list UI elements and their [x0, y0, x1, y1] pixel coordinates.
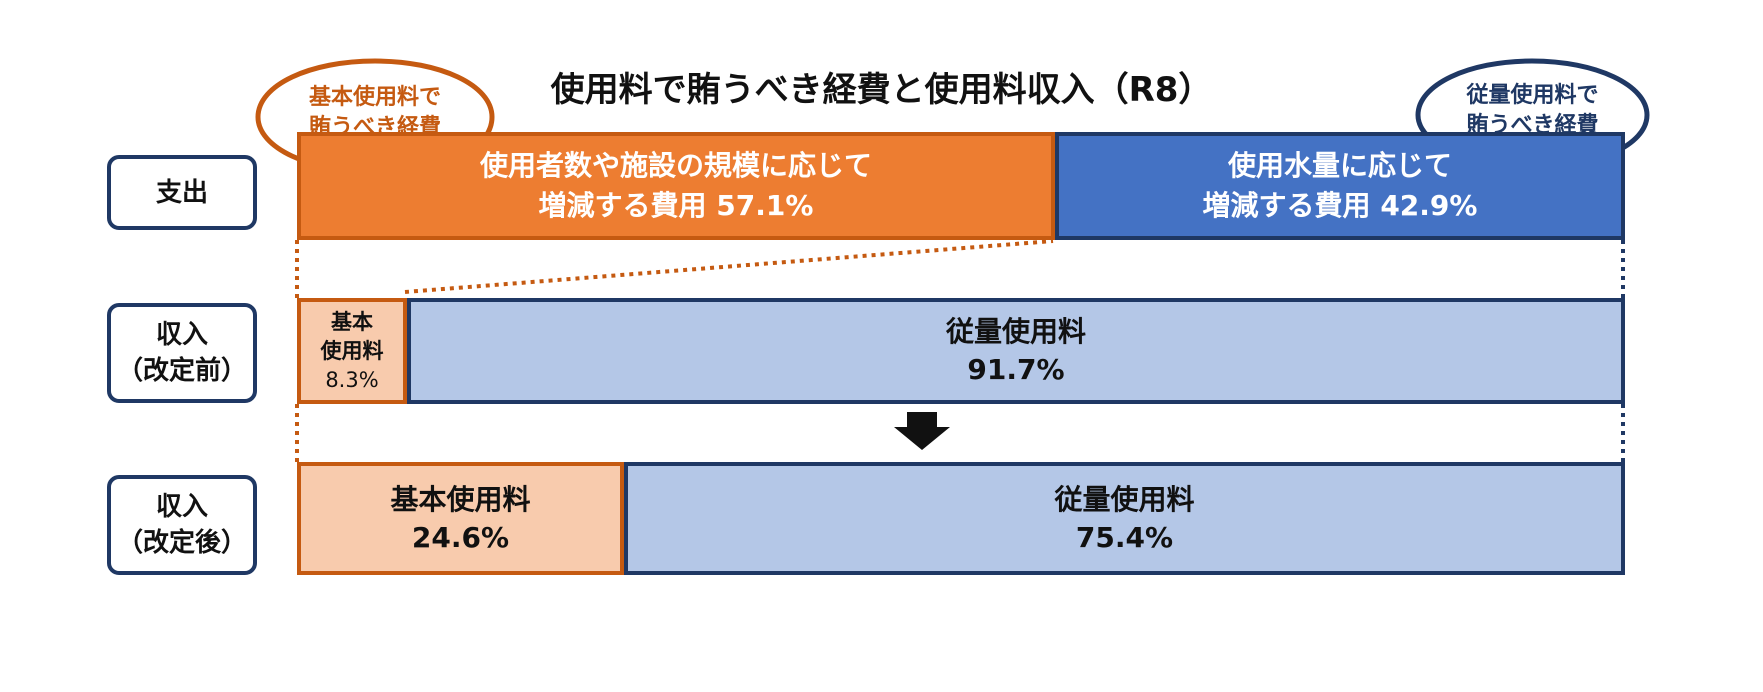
bar-expense-basic: 使用者数や施設の規模に応じて 増減する費用 57.1% — [297, 132, 1055, 240]
row-label-expense: 支出 — [107, 155, 257, 230]
bar-after-volume-label: 従量使用料 — [1054, 482, 1195, 516]
bar-after-basic: 基本使用料 24.6% — [297, 462, 624, 575]
bar-after-volume-value: 75.4% — [1075, 520, 1174, 554]
bar-expense-basic-label: 使用者数や施設の規模に応じて 増減する費用 — [479, 149, 872, 222]
bar-before-basic: 基本 使用料 8.3% — [297, 298, 407, 404]
bar-after-volume: 従量使用料 75.4% — [624, 462, 1625, 575]
bar-after-basic-label: 基本使用料 — [390, 482, 531, 516]
bar-after-basic-value: 24.6% — [411, 520, 510, 554]
row-label-revenue-before: 収入 （改定前） — [107, 303, 257, 403]
down-arrow-icon — [894, 412, 950, 450]
connector-diagonal — [404, 239, 1054, 294]
bar-expense-volume-label: 使用水量に応じて 増減する費用 — [1202, 149, 1452, 222]
bar-expense-volume-value: 42.9% — [1380, 189, 1478, 222]
row-label-revenue-after: 収入 （改定後） — [107, 475, 257, 575]
bar-before-volume-label: 従量使用料 — [945, 315, 1086, 348]
bar-expense-volume: 使用水量に応じて 増減する費用 42.9% — [1055, 132, 1625, 240]
chart-title: 使用料で賄うべき経費と使用料収入（R8） — [550, 70, 1213, 110]
bar-expense-basic-value: 57.1% — [716, 189, 814, 222]
bar-before-basic-value: 8.3% — [325, 367, 379, 392]
bar-before-basic-label: 基本 使用料 — [320, 309, 384, 363]
bar-before-volume: 従量使用料 91.7% — [407, 298, 1625, 404]
bar-before-volume-value: 91.7% — [967, 353, 1065, 386]
